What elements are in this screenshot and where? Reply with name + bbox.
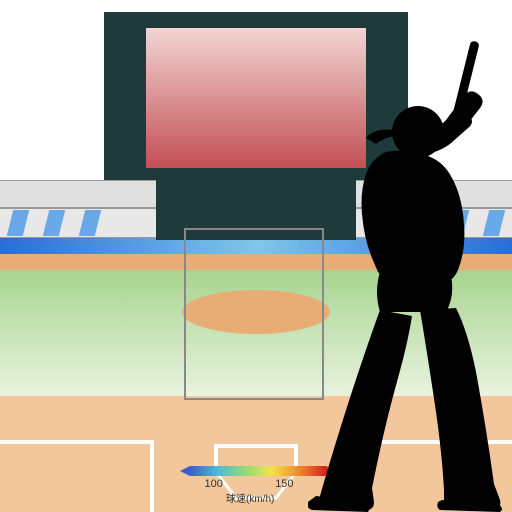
baseball-pitch-scene: 100 150 球速(km/h): [0, 0, 512, 512]
scale-tick: 150: [275, 478, 293, 490]
scale-pointer-left: [180, 466, 190, 476]
scale-bar: [190, 466, 326, 476]
scale-tick: 100: [204, 478, 222, 490]
batter-silhouette: [308, 40, 508, 512]
scale-axis-label: 球速(km/h): [226, 490, 274, 505]
strike-zone: [184, 228, 324, 400]
